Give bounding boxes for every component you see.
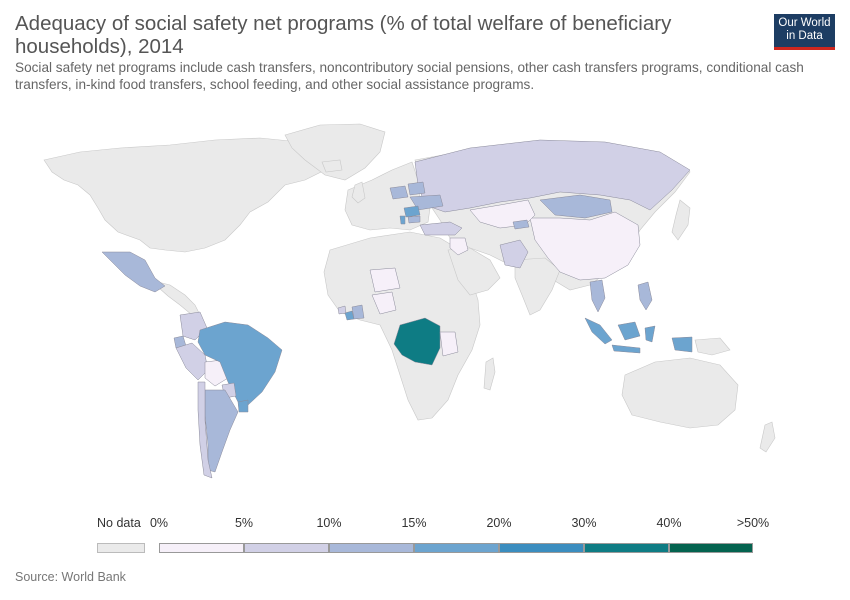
region-png [694,337,731,356]
country-thailand[interactable] [589,279,606,313]
country-chile[interactable] [197,381,213,479]
country-albania[interactable] [399,215,406,225]
legend-tick-label: 40% [656,516,682,530]
legend-no-data-label: No data [97,516,141,530]
region-india [514,257,561,316]
legend-bin-swatch[interactable] [159,543,244,553]
country-mexico[interactable] [101,251,166,293]
country-iraq[interactable] [449,237,469,256]
country-uruguay[interactable] [237,399,249,413]
country-mongolia[interactable] [539,194,613,219]
region-madagascar [483,357,496,391]
logo-line-1: Our World [778,17,831,29]
region-iceland [321,159,343,173]
region-new-zealand [759,421,776,453]
region-north-america [43,137,331,253]
legend-tick-label: 5% [234,516,254,530]
country-belarus[interactable] [407,181,426,196]
legend-tick-label: 0% [149,516,169,530]
region-greenland [284,123,386,181]
legend-tick-label: 20% [486,516,512,530]
country-turkey[interactable] [419,221,463,236]
country-argentina[interactable] [204,389,239,473]
legend-bin-swatch[interactable] [244,543,329,553]
country-ivory-coast[interactable] [351,304,365,320]
country-kyrgyzstan[interactable] [512,219,530,230]
logo-line-2: in Data [786,30,823,42]
country-brazil[interactable] [197,321,283,406]
country-indonesia-sumatra[interactable] [584,317,613,345]
country-philippines[interactable] [637,281,653,311]
world-map [43,123,776,479]
country-indonesia-java[interactable] [611,344,641,354]
country-nigeria[interactable] [371,291,397,315]
legend-bin-swatch[interactable] [499,543,584,553]
country-russia[interactable] [414,139,691,213]
country-drc[interactable] [393,317,441,366]
legend-bin-swatch[interactable] [414,543,499,553]
country-china[interactable] [529,211,641,281]
country-pakistan[interactable] [499,239,529,269]
logo-accent-bar [774,47,835,50]
chart-title: Adequacy of social safety net programs (… [15,12,672,58]
color-legend: No data 0% 5% 10% 15% 20% 30% 40% >50% [0,510,850,570]
country-indonesia-papua[interactable] [671,336,693,353]
country-poland[interactable] [389,185,409,200]
region-japan [671,199,691,241]
legend-bin-swatch[interactable] [329,543,414,553]
country-indonesia-sulawesi[interactable] [644,325,656,343]
owid-logo[interactable]: Our World in Data [774,14,835,50]
legend-bin-swatch[interactable] [584,543,669,553]
legend-no-data-swatch[interactable] [97,543,145,553]
source-note: Source: World Bank [15,570,126,584]
region-uk [351,181,366,204]
data-countries [101,139,693,479]
chart-subtitle: Social safety net programs include cash … [15,60,804,92]
legend-tick-label: 15% [401,516,427,530]
country-bulgaria[interactable] [407,215,421,224]
country-romania[interactable] [403,205,421,218]
legend-tick-label: >50% [736,516,770,530]
country-niger[interactable] [369,267,401,293]
legend-bin-swatch[interactable] [669,543,753,553]
region-arabia [447,247,501,296]
legend-tick-label: 10% [316,516,342,530]
country-tanzania[interactable] [439,331,459,357]
region-australia [621,357,739,429]
country-indonesia-borneo[interactable] [617,321,641,341]
legend-tick-label: 30% [571,516,597,530]
